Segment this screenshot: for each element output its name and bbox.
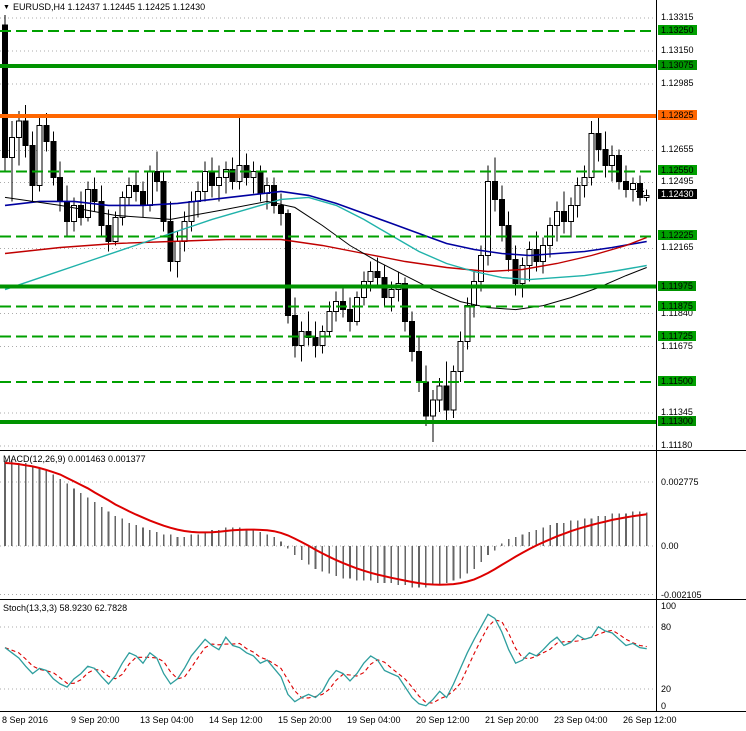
macd-tick-label: 0.00: [661, 541, 679, 551]
time-scale[interactable]: 8 Sep 2016 9 Sep 20:00 13 Sep 04:00 14 Sep …: [0, 712, 746, 731]
stochastic-indicator-chart[interactable]: [0, 600, 656, 711]
price-tick-label: 1.11345: [661, 406, 693, 417]
price-tick-label: 1.12165: [661, 242, 694, 253]
time-tick-label: 9 Sep 20:00: [71, 715, 120, 725]
price-level-label: 1.11975: [658, 280, 696, 291]
macd-readout: MACD(12,26,9) 0.001463 0.001377: [3, 454, 146, 464]
price-level-label: 1.12825: [658, 110, 697, 121]
price-level-label: 1.11300: [658, 415, 696, 426]
ma-blue: [4, 190, 647, 257]
chart-corner-icon: ▼: [3, 4, 10, 11]
price-level-label: 1.13250: [658, 25, 697, 36]
price-level-label: 1.12550: [658, 165, 697, 176]
ohlc-readout: EURUSD,H4 1.12437 1.12445 1.12425 1.1243…: [12, 2, 206, 12]
stoch-d-line: [4, 619, 647, 704]
price-level-label: 1.11875: [658, 300, 696, 311]
price-level-label: 1.11500: [658, 375, 696, 386]
stoch-tick-label: 20: [661, 684, 672, 695]
time-tick-label: 26 Sep 12:00: [623, 715, 677, 725]
stoch-scale[interactable]: 100 80 20 0: [657, 600, 746, 711]
price-tick-label: 1.12985: [661, 78, 694, 89]
macd-tick-label: 0.002775: [661, 477, 699, 487]
pane-divider: [0, 711, 746, 712]
moving-averages-layer: [4, 190, 647, 311]
stoch-tick-label: 0: [661, 701, 667, 711]
current-bar-marker: [636, 187, 644, 195]
stoch-readout: Stoch(13,3,3) 58.9230 62.7828: [3, 603, 128, 613]
price-tick-label: 1.12655: [661, 144, 694, 155]
stoch-grid-layer: [0, 626, 656, 690]
macd-tick-label: -0.002105: [661, 589, 702, 600]
macd-header: MACD(12,26,9) 0.001463 0.001377: [3, 454, 146, 464]
pane-divider: [0, 599, 746, 600]
time-tick-label: 15 Sep 20:00: [278, 715, 332, 725]
time-tick-label: 20 Sep 12:00: [416, 715, 470, 725]
pane-divider: [0, 450, 746, 451]
time-tick-label: 8 Sep 2016: [2, 715, 49, 725]
ma-teal: [4, 196, 647, 291]
levels-layer: [0, 30, 656, 424]
price-tick-label: 1.12495: [661, 176, 694, 187]
stoch-tick-label: 100: [661, 601, 677, 611]
macd-grid-layer: [0, 481, 656, 596]
price-tick-label: 1.11675: [661, 340, 693, 351]
stoch-header: Stoch(13,3,3) 58.9230 62.7828: [3, 603, 127, 613]
candles-layer: [2, 15, 650, 442]
time-tick-label: 14 Sep 12:00: [209, 715, 263, 725]
time-tick-label: 23 Sep 04:00: [554, 715, 608, 725]
scale-divider: [656, 0, 657, 711]
price-tick-label: 1.13150: [661, 45, 694, 56]
macd-scale[interactable]: 0.002775 0.00 -0.002105: [657, 451, 746, 600]
stoch-tick-label: 80: [661, 621, 672, 632]
macd-indicator-chart[interactable]: [0, 451, 656, 599]
price-level-label: 1.13075: [658, 60, 697, 71]
time-tick-label: 21 Sep 20:00: [485, 715, 539, 725]
price-level-label: 1.12225: [658, 230, 697, 241]
current-price-label: 1.12430: [658, 189, 697, 200]
price-scale[interactable]: 1.13315 1.13150 1.12985 1.12655 1.12495 1.121…: [657, 0, 746, 451]
price-tick-label: 1.13315: [661, 12, 694, 23]
time-tick-label: 13 Sep 04:00: [140, 715, 194, 725]
macd-histogram-layer: [4, 460, 648, 588]
macd-signal-line: [4, 462, 647, 586]
price-tick-label: 1.11840: [661, 307, 693, 318]
price-level-label: 1.11725: [658, 330, 696, 341]
stoch-k-line: [4, 613, 647, 707]
price-tick-label: 1.11180: [661, 439, 693, 450]
time-tick-label: 19 Sep 04:00: [347, 715, 401, 725]
ma-black: [4, 196, 647, 311]
candlestick-chart[interactable]: [0, 0, 656, 450]
main-chart-header: ▼ EURUSD,H4 1.12437 1.12445 1.12425 1.124…: [3, 2, 205, 12]
